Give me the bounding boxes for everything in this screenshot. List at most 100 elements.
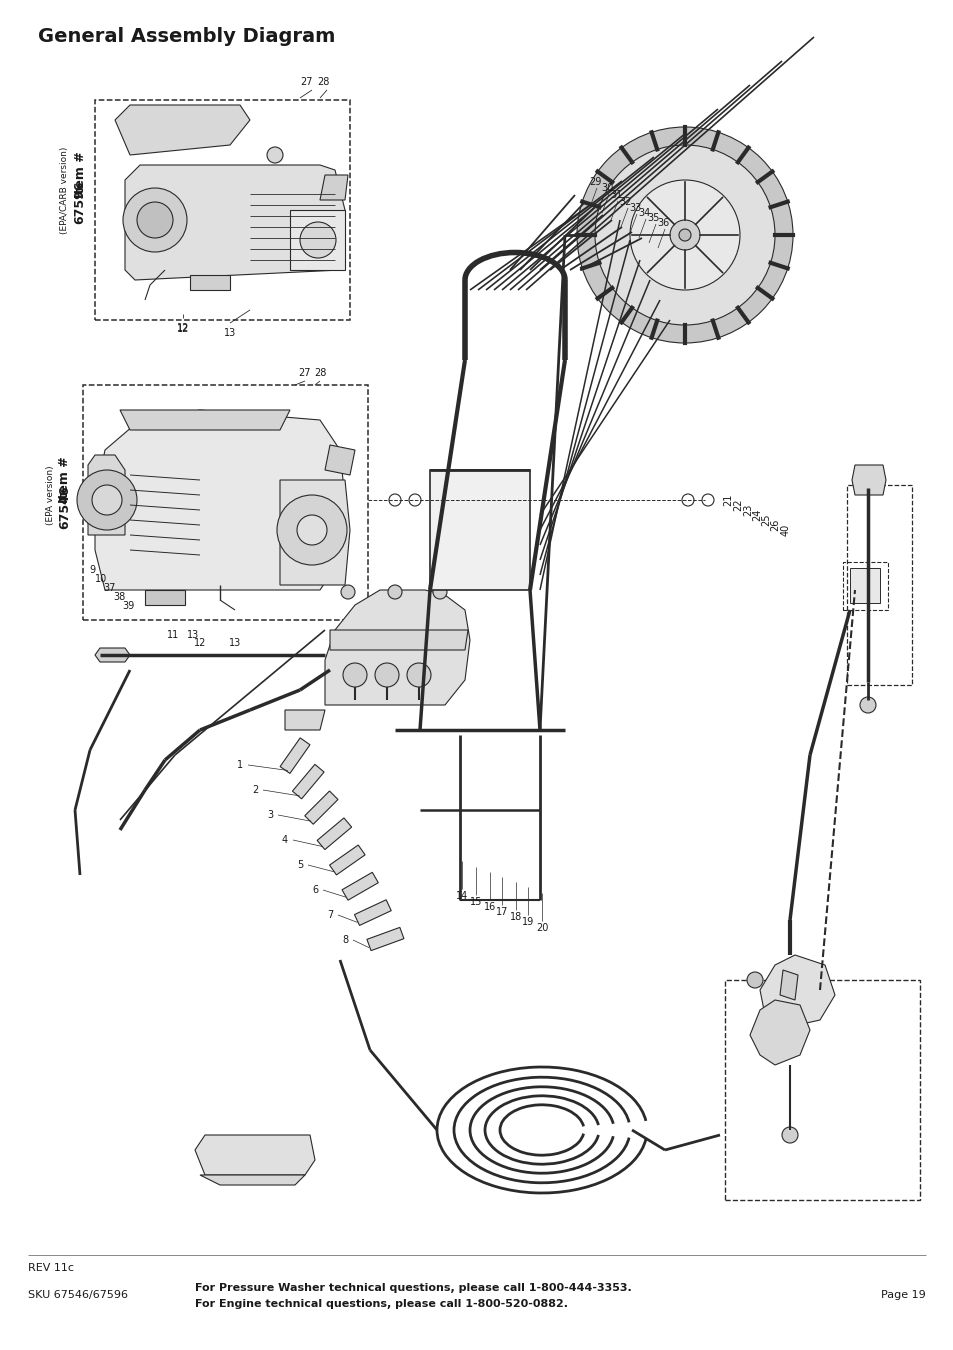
Text: 27: 27 xyxy=(300,77,313,86)
Text: 32: 32 xyxy=(619,197,632,207)
Circle shape xyxy=(746,972,762,988)
Text: 12: 12 xyxy=(176,324,189,333)
Text: General Assembly Diagram: General Assembly Diagram xyxy=(38,27,335,46)
Text: (EPA version): (EPA version) xyxy=(46,466,54,525)
Text: 27: 27 xyxy=(298,369,311,378)
Polygon shape xyxy=(749,1000,809,1065)
Text: 30: 30 xyxy=(600,184,613,193)
Text: 2: 2 xyxy=(252,784,258,795)
Text: 13: 13 xyxy=(187,630,199,640)
Text: For Engine technical questions, please call 1-800-520-0882.: For Engine technical questions, please c… xyxy=(194,1299,567,1310)
Circle shape xyxy=(123,188,187,252)
Circle shape xyxy=(296,514,327,545)
Text: 34: 34 xyxy=(638,208,649,217)
Polygon shape xyxy=(316,818,352,849)
Bar xyxy=(83,385,368,620)
Polygon shape xyxy=(341,872,378,900)
Text: 31: 31 xyxy=(609,190,621,200)
Polygon shape xyxy=(120,410,290,431)
Polygon shape xyxy=(95,648,130,662)
Text: 28: 28 xyxy=(314,369,326,378)
Text: 33: 33 xyxy=(628,202,640,213)
Text: 8: 8 xyxy=(341,936,348,945)
Polygon shape xyxy=(194,1135,314,1174)
Circle shape xyxy=(340,585,355,599)
Text: 7: 7 xyxy=(327,910,333,919)
Bar xyxy=(849,568,879,603)
Polygon shape xyxy=(304,791,337,825)
Polygon shape xyxy=(329,845,365,875)
Bar xyxy=(842,562,887,610)
Text: 20: 20 xyxy=(536,923,548,933)
Polygon shape xyxy=(430,470,530,590)
Text: 22: 22 xyxy=(732,498,742,512)
Text: 9: 9 xyxy=(89,566,95,575)
Text: 29: 29 xyxy=(588,177,600,188)
Text: 1: 1 xyxy=(236,760,243,770)
Circle shape xyxy=(629,180,740,290)
Circle shape xyxy=(375,663,398,687)
Circle shape xyxy=(577,127,792,343)
Text: Item #: Item # xyxy=(58,456,71,504)
Text: 67546: 67546 xyxy=(58,485,71,529)
Text: 11: 11 xyxy=(167,630,179,640)
Text: (EPA/CARB version): (EPA/CARB version) xyxy=(60,146,70,234)
Text: 36: 36 xyxy=(657,217,668,228)
Text: 25: 25 xyxy=(760,514,770,526)
Polygon shape xyxy=(355,899,391,926)
Polygon shape xyxy=(280,481,350,585)
Circle shape xyxy=(433,585,447,599)
Text: REV 11c: REV 11c xyxy=(28,1264,74,1273)
Polygon shape xyxy=(125,165,345,279)
Polygon shape xyxy=(88,455,125,535)
Text: 40: 40 xyxy=(781,524,790,536)
Text: 28: 28 xyxy=(316,77,329,86)
Polygon shape xyxy=(190,275,230,290)
Text: Page 19: Page 19 xyxy=(881,1291,925,1300)
Circle shape xyxy=(388,585,401,599)
Text: 67596: 67596 xyxy=(73,181,87,224)
Text: 10: 10 xyxy=(94,574,107,585)
Text: 18: 18 xyxy=(509,913,521,922)
Text: 39: 39 xyxy=(122,601,134,612)
Polygon shape xyxy=(95,410,345,590)
Circle shape xyxy=(137,202,172,238)
Text: 4: 4 xyxy=(282,836,288,845)
Polygon shape xyxy=(293,764,324,799)
Circle shape xyxy=(91,485,122,514)
Text: 3: 3 xyxy=(267,810,273,819)
Text: 12: 12 xyxy=(176,323,189,333)
Polygon shape xyxy=(280,738,310,774)
Text: 14: 14 xyxy=(456,891,468,900)
Text: 6: 6 xyxy=(312,886,317,895)
Circle shape xyxy=(299,221,335,258)
Text: 15: 15 xyxy=(469,896,481,907)
Text: 13: 13 xyxy=(224,328,236,338)
Polygon shape xyxy=(330,630,468,649)
Circle shape xyxy=(409,494,420,506)
Bar xyxy=(846,485,911,684)
Circle shape xyxy=(343,663,367,687)
Circle shape xyxy=(407,663,431,687)
Circle shape xyxy=(669,220,700,250)
Circle shape xyxy=(267,147,283,163)
Text: 5: 5 xyxy=(296,860,303,869)
Polygon shape xyxy=(760,954,834,1030)
Text: For Pressure Washer technical questions, please call 1-800-444-3353.: For Pressure Washer technical questions,… xyxy=(194,1282,631,1293)
Text: 19: 19 xyxy=(521,917,534,927)
Polygon shape xyxy=(780,971,797,1000)
Circle shape xyxy=(595,144,774,325)
Text: 35: 35 xyxy=(647,213,659,223)
Text: 37: 37 xyxy=(104,583,116,593)
Polygon shape xyxy=(115,105,250,155)
Bar xyxy=(724,980,919,1200)
Polygon shape xyxy=(851,464,885,495)
Text: 17: 17 xyxy=(496,907,508,917)
Polygon shape xyxy=(367,927,403,950)
Text: 12: 12 xyxy=(193,639,206,648)
Circle shape xyxy=(77,470,137,531)
Text: 21: 21 xyxy=(722,494,732,506)
Polygon shape xyxy=(290,211,345,270)
Polygon shape xyxy=(319,176,348,200)
Text: 16: 16 xyxy=(483,902,496,913)
